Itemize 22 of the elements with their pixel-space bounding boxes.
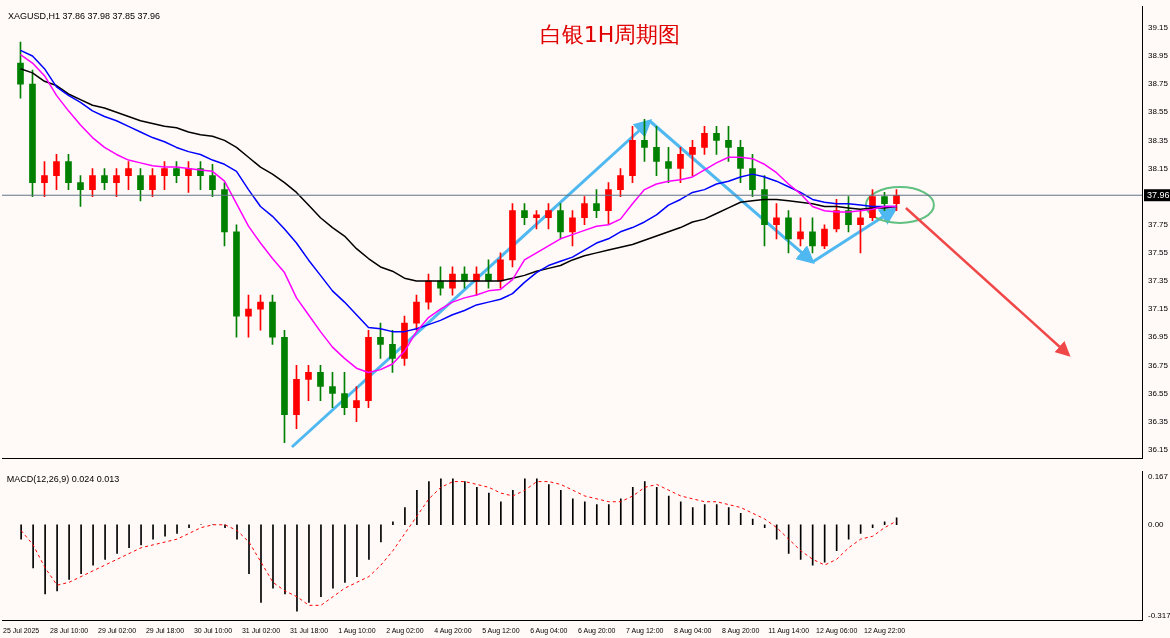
y-tick-label: 38.15 — [1148, 163, 1169, 173]
y-tick-label: 36.15 — [1148, 444, 1169, 454]
y-tick-label: 36.35 — [1148, 416, 1169, 426]
y-tick-label: 37.75 — [1148, 219, 1169, 229]
y-tick-label: 36.55 — [1148, 388, 1169, 398]
y-tick-label: 38.75 — [1148, 79, 1169, 89]
y-tick-label: 36.75 — [1148, 360, 1169, 370]
y-tick-label: 36.95 — [1148, 332, 1169, 342]
y-tick-label: 37.35 — [1148, 276, 1169, 286]
y-tick-label: 38.35 — [1148, 135, 1169, 145]
y-tick-label: 38.95 — [1148, 51, 1169, 61]
y-tick-label: 37.55 — [1148, 248, 1169, 258]
y-tick-label: 38.55 — [1148, 107, 1169, 117]
y-tick-label: 37.15 — [1148, 304, 1169, 314]
y-tick-label: 0.00 — [1148, 519, 1165, 529]
y-tick-label: -0.317 — [1148, 611, 1170, 621]
y-tick-label: 39.15 — [1148, 23, 1169, 33]
annotation: XAGUSD,H1 37.86 37.98 37.85 37.96 — [8, 10, 161, 21]
y-tick-label: 0.167 — [1148, 471, 1169, 481]
text: 白银1H周期图 — [539, 21, 681, 47]
ref-line-label: 37.96 — [1147, 189, 1170, 200]
chart-title: MACD(12,26,9) 0.024 0.013 — [6, 473, 120, 484]
